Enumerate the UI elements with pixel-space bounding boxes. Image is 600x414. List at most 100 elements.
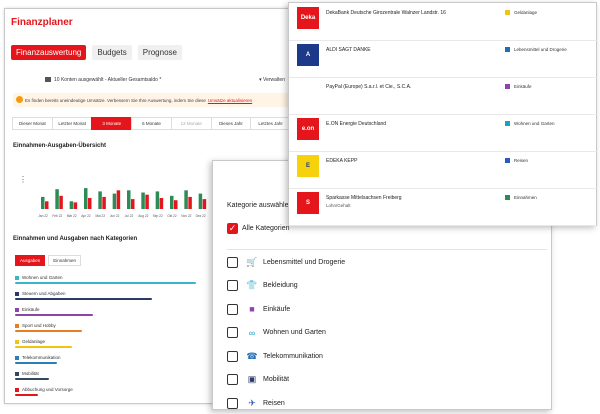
chart-bar <box>170 195 174 209</box>
period-option[interactable]: 3 Monate <box>91 117 133 130</box>
checkbox[interactable] <box>227 327 238 338</box>
period-option[interactable]: Letzter Monat <box>51 117 93 130</box>
period-option[interactable]: 6 Monate <box>131 117 172 130</box>
category-dot-icon <box>15 291 19 296</box>
category-row[interactable]: Geldanlage <box>15 339 215 352</box>
chart-bar <box>41 196 45 209</box>
merchant-subtitle: Lohn/Gehalt <box>326 203 351 208</box>
categories-title: Einnahmen und Ausgaben nach Kategorien <box>13 236 138 242</box>
merchant-category[interactable]: Einkäufe <box>505 84 532 89</box>
chart-tick-label: Mai 22 <box>96 214 106 218</box>
merchant-row[interactable]: Deka DekaBank Deutsche Girozentrale Walnz… <box>289 3 598 41</box>
checkbox[interactable] <box>227 350 238 362</box>
category-dot-icon <box>15 371 19 376</box>
category-bar <box>15 298 152 300</box>
category-row[interactable]: Sport und Hobby <box>15 323 215 336</box>
merchant-logo-icon: A <box>297 44 319 66</box>
category-row[interactable]: Abbuchung und Vorsorge <box>15 387 215 400</box>
category-option[interactable]: ∞ Wohnen und Garten <box>227 326 326 340</box>
chart-bar <box>102 196 106 209</box>
checkbox[interactable] <box>227 280 238 291</box>
category-option[interactable]: ▣ Mobilität <box>227 373 289 387</box>
category-dot-icon <box>15 275 19 280</box>
merchant-name: ALDI SAGT DANKE <box>326 47 371 53</box>
category-label: Geldanlage <box>15 339 45 344</box>
checkbox-checked[interactable]: ✓ <box>227 222 238 234</box>
category-icon <box>505 84 510 89</box>
category-option[interactable]: 🛒 Lebensmittel und Drogerie <box>227 255 345 269</box>
category-bar <box>15 330 82 332</box>
merchant-logo-icon: E <box>297 155 319 177</box>
category-option[interactable]: ☎ Telekommunikation <box>227 349 323 363</box>
option-label: Mobilität <box>263 376 290 383</box>
option-all-categories[interactable]: ✓ Alle Kategorien <box>227 221 289 235</box>
merchant-name: PayPal (Europe) S.a.r.l. et Cie., S.C.A. <box>326 84 412 90</box>
chart-tick-label: Nov 22 <box>181 214 191 218</box>
warning-icon <box>16 96 23 103</box>
period-option[interactable]: Dieses Jahr <box>210 117 252 130</box>
merchant-row[interactable]: A ALDI SAGT DANKE Lebensmittel und Drogeri… <box>289 40 598 78</box>
category-dot-icon <box>15 307 19 312</box>
period-option[interactable]: Letztes Jahr <box>250 117 292 130</box>
chart-bar <box>198 193 203 209</box>
filter-button[interactable]: ▾ Verwalten <box>259 77 285 83</box>
merchant-category[interactable]: Lebensmittel und Drogerie <box>505 47 567 52</box>
filter-icon: ▾ <box>259 77 264 83</box>
category-bar <box>15 282 196 284</box>
chart-tick-label: Jun 22 <box>110 214 120 218</box>
notice-link[interactable]: Umsätze aktualisieren <box>207 97 253 103</box>
checkbox[interactable] <box>227 374 238 385</box>
merchant-logo-icon: e.on <box>297 118 319 140</box>
main-tabs: Finanzauswertung Budgets Prognose <box>11 45 182 60</box>
tab-ausgaben[interactable]: Ausgaben <box>15 255 46 266</box>
merchant-category[interactable]: Reisen <box>505 158 528 163</box>
category-dot-icon <box>15 387 19 392</box>
category-dot-icon <box>15 323 19 328</box>
category-label: Sport und Hobby <box>15 323 56 328</box>
merchant-row[interactable]: e.on E.ON Energie Deutschland Wohnen und G… <box>289 114 598 152</box>
tab-prognose[interactable]: Prognose <box>137 45 182 60</box>
category-option[interactable]: ■ Einkäufe <box>227 302 290 316</box>
option-label: Wohnen und Garten <box>263 329 326 336</box>
income-expense-chart: Jan 22 Feb 22 Mär 22 Apr 22 Mai 22 Jun 22 Jul … <box>38 188 207 218</box>
app-title: Finanzplaner <box>11 17 73 28</box>
chart-tick-label: Sep 22 <box>153 214 163 218</box>
merchant-logo-icon <box>297 81 319 103</box>
chart-bar <box>145 194 149 209</box>
period-selector: Dieser Monat Letzter Monat 3 Monate 6 Mo… <box>12 117 292 130</box>
period-option[interactable]: 12 Monate <box>170 117 212 130</box>
merchant-row[interactable]: PayPal (Europe) S.a.r.l. et Cie., S.C.A.… <box>289 77 598 115</box>
category-label: Steuern und Abgaben <box>15 291 66 296</box>
tab-einnahmen[interactable]: Einnahmen <box>48 255 82 266</box>
option-label: Telekommunikation <box>263 352 323 360</box>
tab-finanzauswertung[interactable]: Finanzauswertung <box>11 45 87 60</box>
tab-budgets[interactable]: Budgets <box>92 45 132 60</box>
category-option[interactable]: ✈ Reisen <box>227 396 285 410</box>
merchant-row[interactable]: S Sparkasse Mittelsachsen Freiberg Lohn/Ge… <box>289 188 598 226</box>
accounts-selector[interactable]: 10 Konten ausgewählt - Aktueller Gesamts… <box>45 77 161 83</box>
checkbox[interactable] <box>227 397 238 409</box>
merchant-category[interactable]: Wohnen und Garten <box>505 121 554 126</box>
category-row[interactable]: Einkäufe <box>15 307 215 320</box>
category-icon <box>505 47 510 52</box>
category-dot-icon <box>15 339 19 344</box>
category-option[interactable]: 👕 Bekleidung <box>227 279 298 293</box>
chart-menu-icon[interactable]: ⋮ <box>19 175 27 184</box>
category-row[interactable]: Telekommunikation <box>15 355 215 368</box>
period-option[interactable]: Dieser Monat <box>12 117 53 130</box>
checkbox[interactable] <box>227 256 238 268</box>
bag-icon: ■ <box>249 304 255 314</box>
merchant-category[interactable]: Geldanlage <box>505 10 537 15</box>
checkbox[interactable] <box>227 303 238 315</box>
option-label: Bekleidung <box>263 282 298 289</box>
chart-tick-label: Dez 22 <box>196 214 206 218</box>
category-bar <box>15 378 50 380</box>
merchant-category[interactable]: Einnahmen <box>505 195 537 200</box>
shirt-icon: 👕 <box>246 280 258 290</box>
merchant-row[interactable]: E EDEKA KEPP Reisen <box>289 151 598 189</box>
category-row[interactable]: Mobilität <box>15 371 215 384</box>
category-row[interactable]: Wohnen und Garten <box>15 275 215 288</box>
category-row[interactable]: Steuern und Abgaben <box>15 291 215 304</box>
chart-bar <box>112 193 117 209</box>
category-icon <box>505 158 510 163</box>
